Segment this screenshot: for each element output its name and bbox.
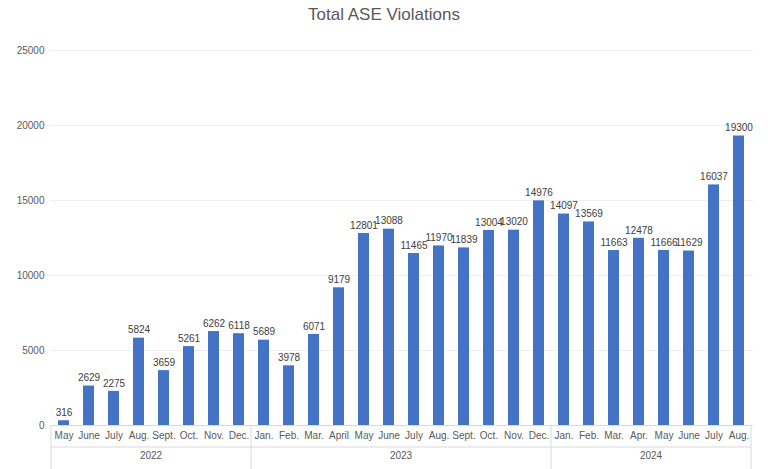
svg-text:12478: 12478 [625, 225, 653, 236]
svg-text:11465: 11465 [400, 240, 428, 251]
svg-text:Mar.: Mar. [604, 430, 623, 441]
svg-text:6118: 6118 [228, 320, 250, 331]
svg-text:June: June [78, 430, 100, 441]
svg-text:2024: 2024 [640, 450, 663, 461]
svg-text:5000: 5000 [22, 345, 45, 356]
svg-text:11663: 11663 [600, 237, 628, 248]
svg-text:0: 0 [39, 420, 45, 431]
svg-text:May: May [55, 430, 74, 441]
svg-text:20000: 20000 [17, 120, 45, 131]
svg-text:13088: 13088 [375, 215, 403, 226]
svg-text:2023: 2023 [390, 450, 413, 461]
svg-text:5689: 5689 [253, 326, 276, 337]
svg-text:Oct.: Oct. [180, 430, 198, 441]
svg-text:Nov.: Nov. [204, 430, 224, 441]
svg-text:Oct.: Oct. [480, 430, 498, 441]
svg-text:Feb.: Feb. [579, 430, 599, 441]
svg-text:May: May [355, 430, 374, 441]
svg-text:Feb.: Feb. [279, 430, 299, 441]
svg-text:25000: 25000 [17, 45, 45, 56]
svg-text:13569: 13569 [575, 208, 603, 219]
svg-text:5824: 5824 [128, 324, 151, 335]
svg-text:13004: 13004 [475, 217, 503, 228]
svg-text:Mar.: Mar. [304, 430, 323, 441]
svg-text:Aug.: Aug. [129, 430, 150, 441]
svg-text:2022: 2022 [140, 450, 163, 461]
svg-text:April: April [329, 430, 349, 441]
svg-text:9179: 9179 [328, 274, 351, 285]
svg-text:Dec.: Dec. [529, 430, 550, 441]
svg-text:6071: 6071 [303, 321, 326, 332]
svg-text:Jan.: Jan. [555, 430, 574, 441]
svg-text:June: June [378, 430, 400, 441]
svg-text:Jan.: Jan. [255, 430, 274, 441]
svg-text:July: July [105, 430, 123, 441]
svg-text:15000: 15000 [17, 195, 45, 206]
svg-text:5261: 5261 [178, 333, 201, 344]
svg-text:16037: 16037 [700, 171, 728, 182]
svg-text:11970: 11970 [425, 232, 453, 243]
svg-text:Sept.: Sept. [452, 430, 475, 441]
svg-text:July: July [405, 430, 423, 441]
svg-text:Apr.: Apr. [630, 430, 648, 441]
svg-text:Aug.: Aug. [429, 430, 450, 441]
svg-text:10000: 10000 [17, 270, 45, 281]
svg-text:2275: 2275 [103, 378, 126, 389]
svg-text:14976: 14976 [525, 187, 553, 198]
html-text:Total ASE Violations: Total ASE Violations [308, 5, 460, 24]
svg-text:316: 316 [56, 407, 73, 418]
svg-text:May: May [655, 430, 674, 441]
svg-text:3659: 3659 [153, 357, 176, 368]
svg-text:Aug.: Aug. [729, 430, 750, 441]
svg-text:Dec.: Dec. [229, 430, 250, 441]
svg-text:June: June [678, 430, 700, 441]
svg-text:July: July [705, 430, 723, 441]
svg-text:11666: 11666 [650, 237, 678, 248]
svg-text:13020: 13020 [500, 216, 528, 227]
svg-text:19300: 19300 [725, 122, 753, 133]
svg-text:6262: 6262 [203, 318, 226, 329]
svg-text:12801: 12801 [350, 220, 378, 231]
svg-text:11839: 11839 [450, 234, 478, 245]
svg-text:Nov.: Nov. [504, 430, 524, 441]
svg-text:14097: 14097 [550, 200, 578, 211]
svg-text:2629: 2629 [78, 372, 101, 383]
svg-text:11629: 11629 [675, 237, 703, 248]
svg-text:Sept.: Sept. [152, 430, 175, 441]
svg-text:3978: 3978 [278, 352, 301, 363]
